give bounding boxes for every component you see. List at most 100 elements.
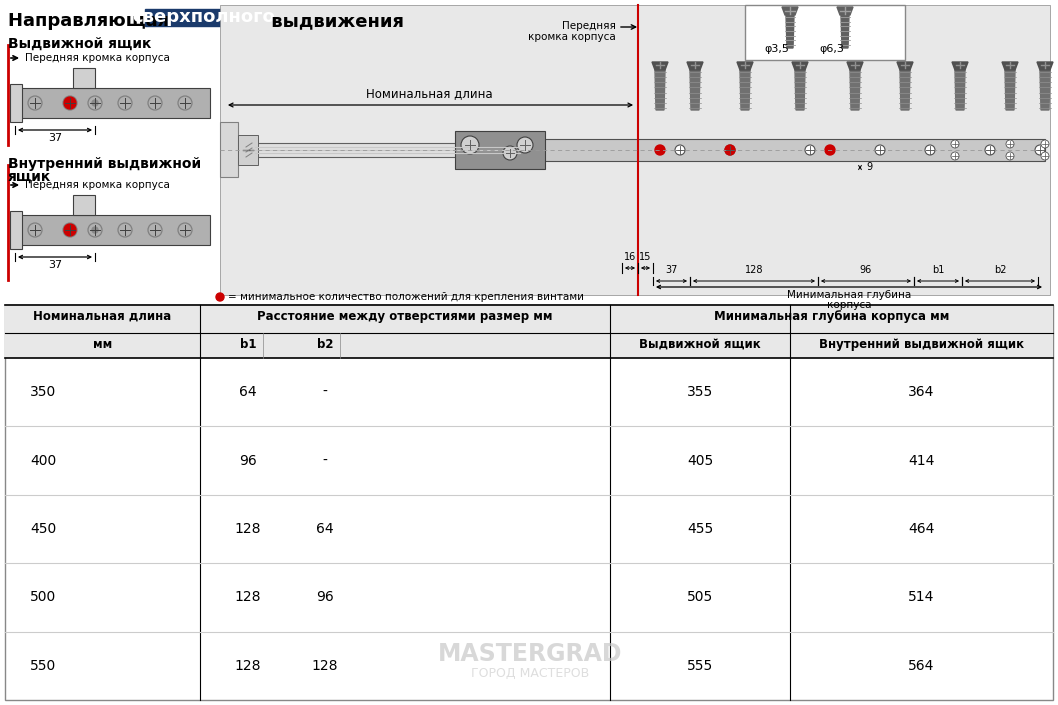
Circle shape — [63, 224, 76, 236]
Text: 355: 355 — [687, 385, 713, 399]
Polygon shape — [952, 62, 968, 70]
Circle shape — [1041, 140, 1048, 148]
Text: 514: 514 — [909, 590, 934, 604]
Circle shape — [655, 145, 665, 155]
Text: 455: 455 — [687, 522, 713, 536]
Text: выдвижения: выдвижения — [264, 12, 404, 30]
Text: кромка корпуса: кромка корпуса — [528, 32, 616, 42]
Polygon shape — [740, 70, 750, 110]
Text: Внутренний выдвижной ящик: Внутренний выдвижной ящик — [819, 338, 1024, 351]
Text: 128: 128 — [235, 522, 261, 536]
Text: b2: b2 — [316, 338, 333, 351]
Polygon shape — [837, 7, 853, 15]
Polygon shape — [792, 62, 808, 70]
Text: 364: 364 — [909, 385, 934, 399]
Bar — [73, 195, 95, 215]
Text: -: - — [323, 385, 327, 399]
Circle shape — [875, 145, 884, 155]
Circle shape — [675, 145, 685, 155]
Circle shape — [925, 145, 935, 155]
Polygon shape — [900, 70, 910, 110]
Text: MASTERGRAD: MASTERGRAD — [438, 642, 622, 666]
Text: 128: 128 — [235, 658, 261, 673]
Text: 96: 96 — [316, 590, 334, 604]
Text: 414: 414 — [909, 453, 934, 467]
Text: ящик: ящик — [8, 170, 51, 184]
Text: Передняя кромка корпуса: Передняя кромка корпуса — [25, 180, 170, 190]
Polygon shape — [782, 7, 798, 15]
Polygon shape — [1040, 70, 1050, 110]
Bar — [5, 305, 1053, 358]
Text: 464: 464 — [909, 522, 934, 536]
Text: 15: 15 — [639, 252, 651, 262]
Polygon shape — [795, 70, 805, 110]
Text: 128: 128 — [312, 658, 339, 673]
Text: φ3,5: φ3,5 — [765, 44, 789, 54]
Text: 37: 37 — [48, 260, 62, 270]
Circle shape — [503, 146, 517, 160]
Text: 350: 350 — [30, 385, 56, 399]
Bar — [15, 88, 209, 118]
Text: Выдвижной ящик: Выдвижной ящик — [8, 37, 151, 51]
Circle shape — [1041, 152, 1048, 160]
Bar — [220, 5, 1050, 295]
Text: Номинальная длина: Номинальная длина — [366, 87, 492, 100]
Text: b1: b1 — [932, 265, 944, 275]
Polygon shape — [841, 15, 849, 48]
Circle shape — [92, 227, 98, 233]
Text: 9: 9 — [867, 162, 872, 172]
Bar — [455, 131, 545, 169]
Text: Номинальная длина: Номинальная длина — [34, 310, 171, 323]
Circle shape — [1035, 145, 1045, 155]
Circle shape — [517, 137, 533, 153]
Circle shape — [1006, 140, 1014, 148]
Text: 450: 450 — [30, 522, 56, 536]
Polygon shape — [897, 62, 913, 70]
Circle shape — [461, 136, 479, 154]
Bar — [220, 122, 238, 177]
Polygon shape — [655, 70, 665, 110]
Text: Минимальная глубина: Минимальная глубина — [787, 290, 911, 300]
Polygon shape — [955, 70, 965, 110]
Polygon shape — [786, 15, 794, 48]
Bar — [225, 143, 540, 157]
Text: Направляющая: Направляющая — [8, 12, 176, 30]
Bar — [460, 139, 1045, 161]
Text: 128: 128 — [235, 590, 261, 604]
Text: Минимальная глубина корпуса мм: Минимальная глубина корпуса мм — [714, 310, 949, 323]
Circle shape — [725, 145, 735, 155]
Text: 555: 555 — [687, 658, 713, 673]
Circle shape — [1006, 152, 1014, 160]
Bar — [73, 68, 95, 88]
Bar — [145, 9, 263, 26]
Polygon shape — [1002, 62, 1018, 70]
Text: 550: 550 — [30, 658, 56, 673]
Text: φ6,3: φ6,3 — [820, 44, 844, 54]
Circle shape — [92, 100, 98, 106]
Text: 400: 400 — [30, 453, 56, 467]
Bar — [5, 305, 1053, 700]
Text: 16: 16 — [624, 252, 636, 262]
Text: Внутренний выдвижной: Внутренний выдвижной — [8, 157, 201, 171]
Text: корпуса: корпуса — [826, 300, 871, 310]
Circle shape — [216, 293, 224, 301]
Polygon shape — [737, 62, 753, 70]
Text: 505: 505 — [687, 590, 713, 604]
Bar — [238, 135, 258, 165]
Circle shape — [825, 145, 835, 155]
Circle shape — [985, 145, 995, 155]
Bar — [10, 211, 22, 249]
Text: 128: 128 — [745, 265, 763, 275]
Text: ГОРОД МАСТЕРОВ: ГОРОД МАСТЕРОВ — [471, 668, 589, 680]
Bar — [10, 84, 22, 122]
Text: b1: b1 — [240, 338, 256, 351]
Text: 64: 64 — [316, 522, 334, 536]
Text: 96: 96 — [239, 453, 257, 467]
Circle shape — [63, 97, 76, 109]
Text: Передняя: Передняя — [562, 21, 616, 31]
Text: Передняя кромка корпуса: Передняя кромка корпуса — [25, 53, 170, 63]
Bar — [15, 215, 209, 245]
Polygon shape — [847, 62, 863, 70]
Bar — [745, 5, 905, 60]
Text: Расстояние между отверстиями размер мм: Расстояние между отверстиями размер мм — [257, 310, 552, 323]
